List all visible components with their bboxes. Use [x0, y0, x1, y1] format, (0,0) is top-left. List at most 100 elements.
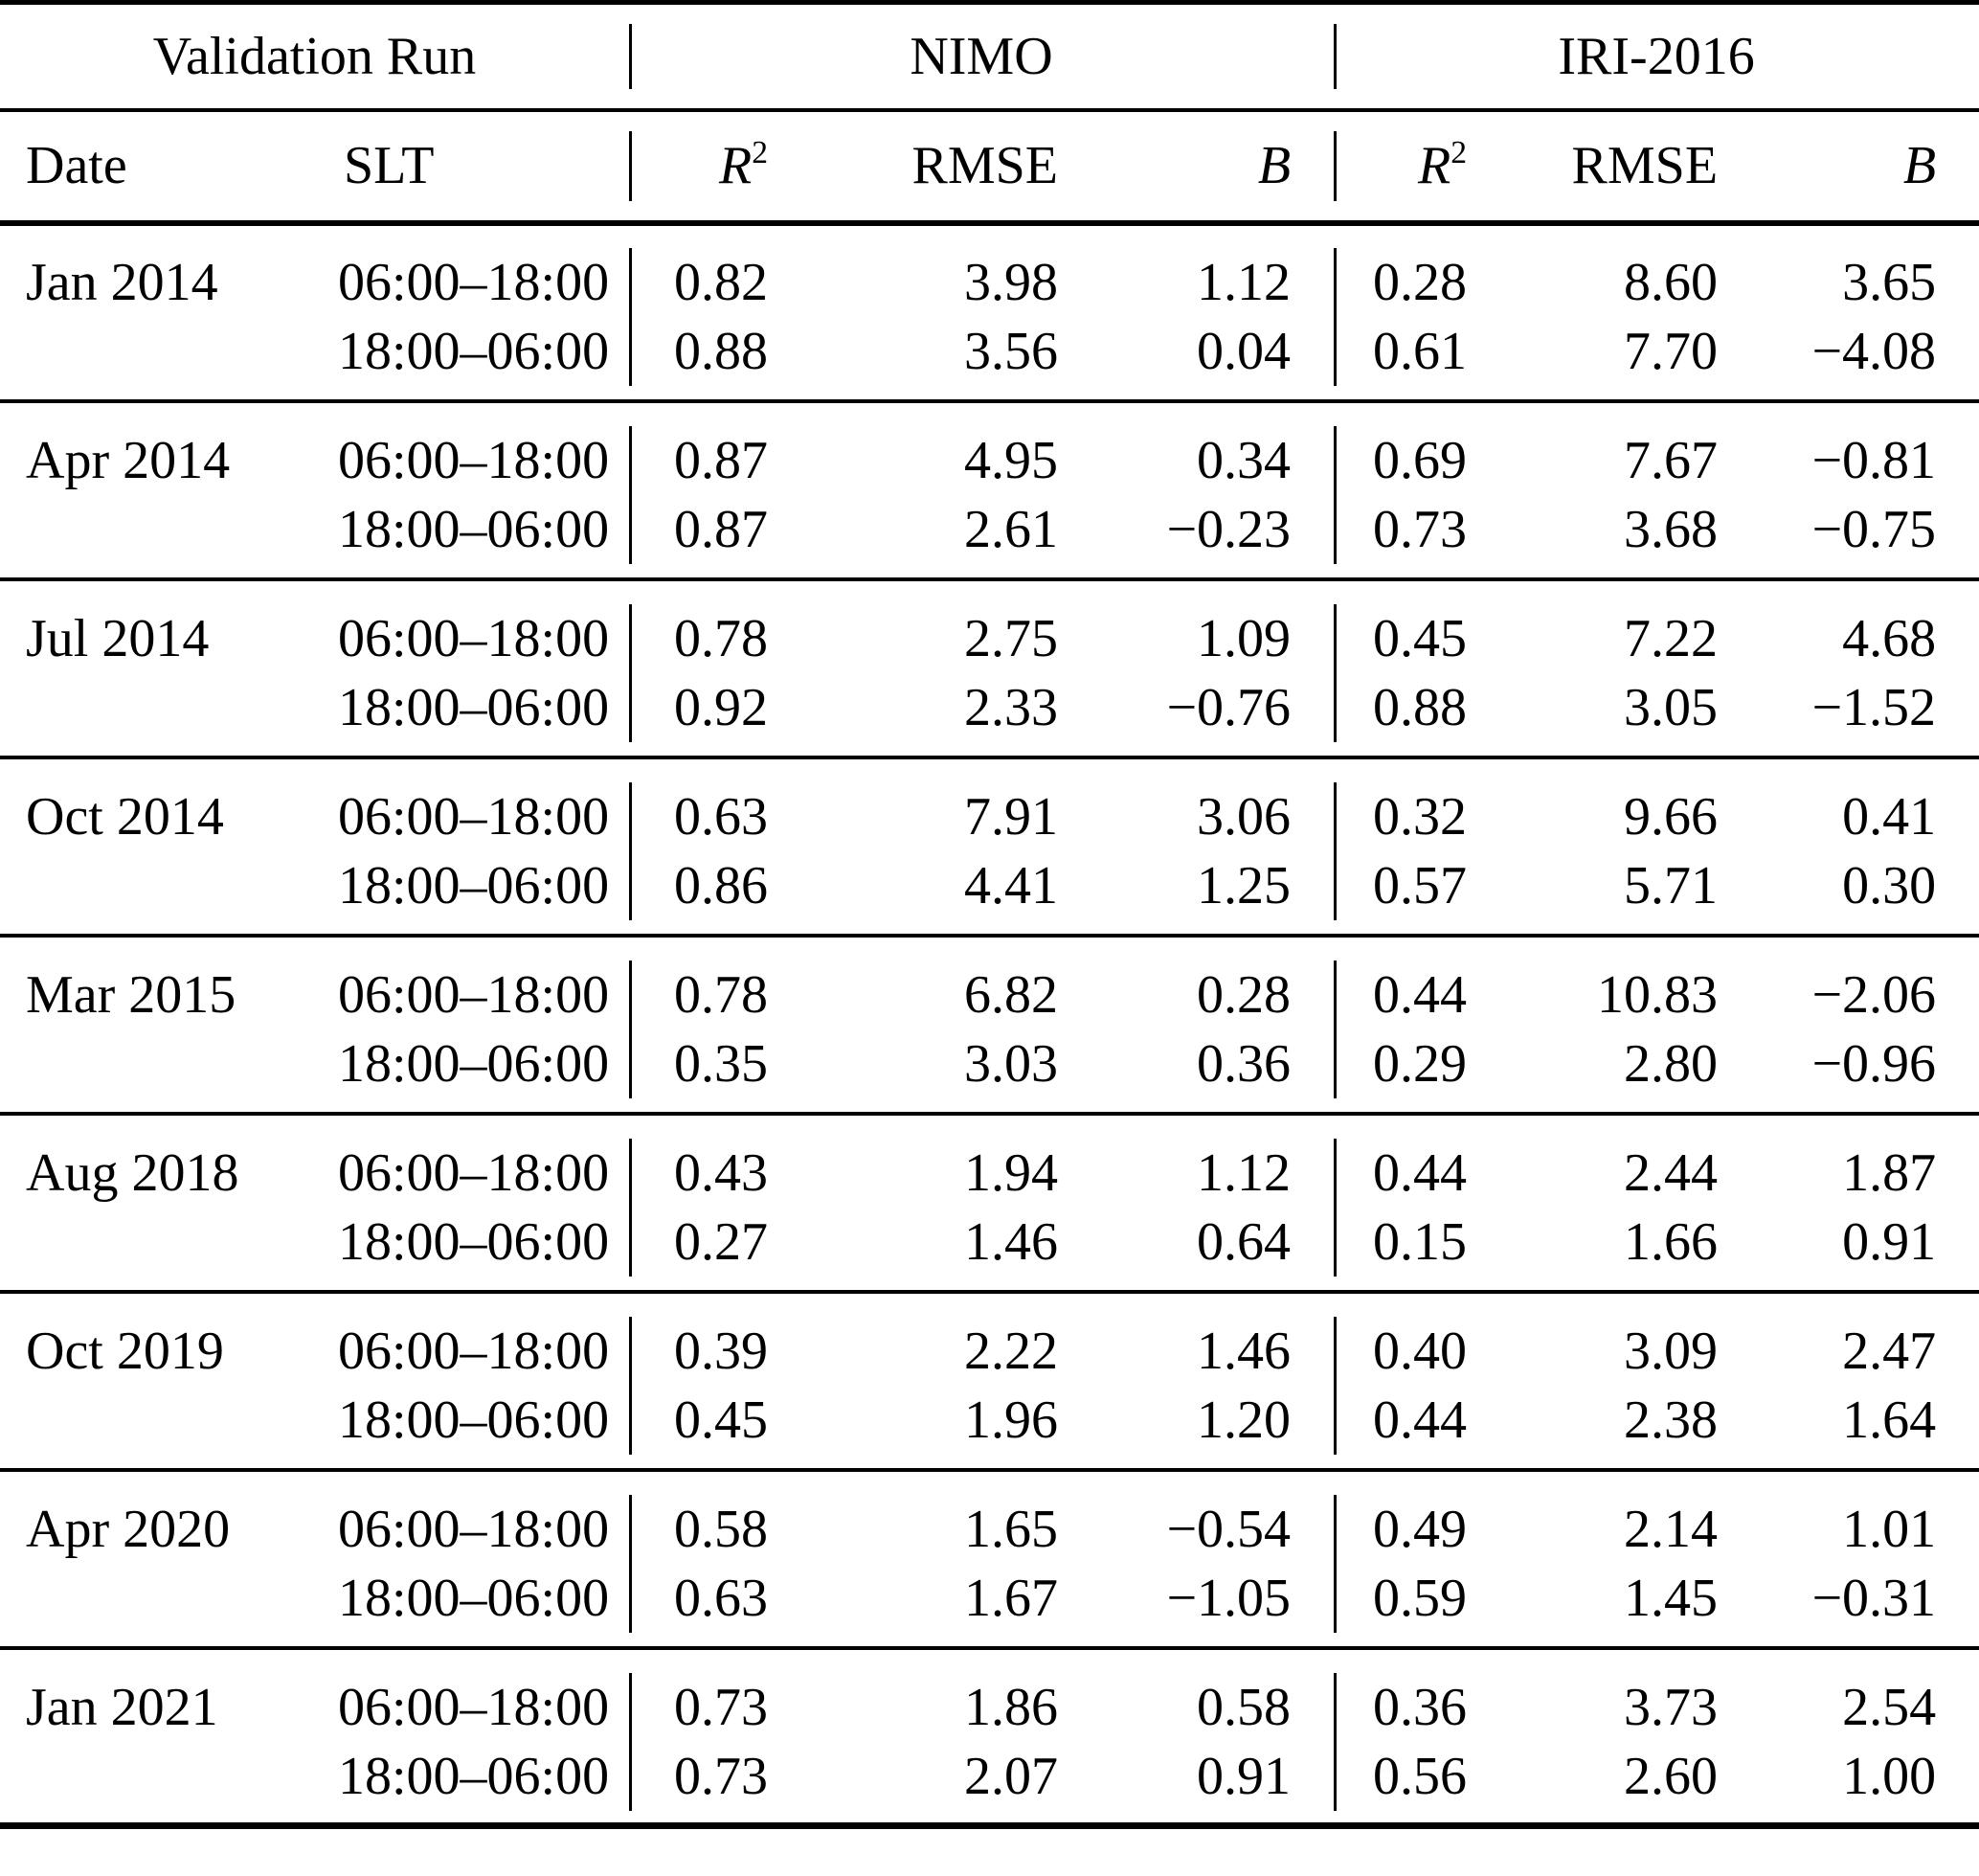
table-row: Jan 2014 06:00–18:00 0.82 3.98 1.12 0.28… — [0, 247, 1979, 317]
table-row: 18:00–06:00 0.27 1.46 0.64 0.15 1.66 0.9… — [0, 1207, 1979, 1277]
cell-date: Apr 2014 — [26, 430, 231, 490]
table-row: 18:00–06:00 0.88 3.56 0.04 0.61 7.70 −4.… — [0, 316, 1979, 386]
group-oct-2014: Oct 2014 06:00–18:00 0.63 7.91 3.06 0.32… — [0, 757, 1979, 936]
cell-nimo-b: 0.04 — [1197, 321, 1292, 381]
span-header-row: Validation Run NIMO IRI-2016 — [0, 2, 1979, 110]
cell-iri-r2: 0.29 — [1334, 1028, 1475, 1098]
cell-iri-rmse: 3.68 — [1624, 499, 1719, 559]
table-row: 18:00–06:00 0.63 1.67 −1.05 0.59 1.45 −0… — [0, 1563, 1979, 1633]
col-header-nimo-rmse: RMSE — [911, 136, 1059, 195]
cell-iri-r2: 0.40 — [1334, 1316, 1475, 1386]
cell-iri-b: 1.64 — [1842, 1390, 1937, 1450]
cell-slt: 06:00–18:00 — [338, 1677, 610, 1737]
cell-date-empty — [0, 851, 338, 920]
table-row: Jul 2014 06:00–18:00 0.78 2.75 1.09 0.45… — [0, 603, 1979, 673]
cell-nimo-r2: 0.63 — [629, 1563, 776, 1633]
cell-date: Apr 2020 — [26, 1499, 231, 1559]
cell-nimo-r2: 0.82 — [629, 247, 776, 317]
cell-iri-rmse: 3.05 — [1624, 677, 1719, 737]
spacer-row — [0, 920, 1979, 936]
cell-iri-r2: 0.49 — [1334, 1494, 1475, 1564]
table-row: Oct 2019 06:00–18:00 0.39 2.22 1.46 0.40… — [0, 1316, 1979, 1386]
cell-nimo-rmse: 7.91 — [964, 786, 1058, 847]
cell-date: Oct 2019 — [26, 1321, 224, 1381]
b-label: B — [1257, 136, 1292, 195]
cell-nimo-b: 1.12 — [1197, 252, 1292, 312]
cell-nimo-b: 0.34 — [1197, 430, 1292, 490]
cell-iri-r2: 0.73 — [1334, 494, 1475, 564]
cell-date: Aug 2018 — [26, 1142, 239, 1203]
cell-iri-rmse: 2.38 — [1624, 1390, 1719, 1450]
cell-iri-rmse: 3.09 — [1624, 1321, 1719, 1381]
spacer-row — [0, 1114, 1979, 1139]
cell-nimo-b: 0.28 — [1197, 964, 1292, 1025]
cell-iri-r2: 0.59 — [1334, 1563, 1475, 1633]
cell-iri-b: −1.52 — [1811, 677, 1937, 737]
table-header: Validation Run NIMO IRI-2016 Date SLT R2… — [0, 2, 1979, 223]
cell-nimo-r2: 0.63 — [629, 781, 776, 851]
cell-nimo-rmse: 2.07 — [964, 1746, 1058, 1806]
cell-iri-b: −0.96 — [1811, 1033, 1937, 1094]
group-jan-2014: Jan 2014 06:00–18:00 0.82 3.98 1.12 0.28… — [0, 222, 1979, 401]
group-jul-2014: Jul 2014 06:00–18:00 0.78 2.75 1.09 0.45… — [0, 578, 1979, 757]
cell-nimo-r2: 0.45 — [629, 1385, 776, 1455]
cell-iri-b: 1.00 — [1842, 1746, 1937, 1806]
cell-nimo-b: −0.54 — [1166, 1499, 1292, 1559]
cell-date: Oct 2014 — [26, 786, 224, 847]
cell-iri-r2: 0.88 — [1334, 672, 1475, 742]
cell-iri-b: 2.47 — [1842, 1321, 1937, 1381]
group-mar-2015: Mar 2015 06:00–18:00 0.78 6.82 0.28 0.44… — [0, 935, 1979, 1114]
cell-iri-b: −2.06 — [1811, 964, 1937, 1025]
cell-iri-b: 1.01 — [1842, 1499, 1937, 1559]
cell-nimo-b: −1.05 — [1166, 1568, 1292, 1628]
cell-slt: 06:00–18:00 — [338, 430, 610, 490]
header-validation-run: Validation Run — [152, 26, 477, 86]
cell-nimo-r2: 0.78 — [629, 960, 776, 1029]
table-row: 18:00–06:00 0.35 3.03 0.36 0.29 2.80 −0.… — [0, 1028, 1979, 1098]
cell-iri-rmse: 8.60 — [1624, 252, 1719, 312]
spacer-row — [0, 1292, 1979, 1317]
cell-iri-b: 0.91 — [1842, 1211, 1937, 1272]
spacer-row — [0, 1633, 1979, 1648]
spacer-row — [0, 742, 1979, 757]
table-row: Mar 2015 06:00–18:00 0.78 6.82 0.28 0.44… — [0, 960, 1979, 1029]
cell-nimo-rmse: 1.86 — [964, 1677, 1058, 1737]
cell-nimo-b: 1.25 — [1197, 855, 1292, 915]
cell-iri-r2: 0.57 — [1334, 850, 1475, 920]
cell-iri-r2: 0.44 — [1334, 1138, 1475, 1208]
col-header-nimo-b: B — [1066, 110, 1334, 223]
cell-slt: 06:00–18:00 — [338, 1499, 610, 1559]
cell-nimo-b: 0.58 — [1197, 1677, 1292, 1737]
cell-iri-r2: 0.45 — [1334, 603, 1475, 673]
cell-date-empty — [0, 1029, 338, 1098]
cell-iri-rmse: 2.44 — [1624, 1142, 1719, 1203]
header-iri-2016: IRI-2016 — [1334, 2, 1979, 110]
cell-slt: 06:00–18:00 — [338, 786, 610, 847]
r2-sup: 2 — [1451, 135, 1468, 171]
cell-iri-b: −0.81 — [1811, 430, 1937, 490]
cell-nimo-r2: 0.73 — [629, 1741, 776, 1811]
table-row: 18:00–06:00 0.86 4.41 1.25 0.57 5.71 0.3… — [0, 850, 1979, 920]
cell-slt: 06:00–18:00 — [338, 608, 610, 668]
cell-iri-r2: 0.28 — [1334, 247, 1475, 317]
cell-iri-b: −0.75 — [1811, 499, 1937, 559]
cell-iri-b: 4.68 — [1842, 608, 1937, 668]
col-header-slt: SLT — [344, 136, 435, 195]
col-header-iri-r2: R2 — [1334, 109, 1475, 223]
spacer-row — [0, 757, 1979, 782]
cell-slt: 18:00–06:00 — [338, 677, 610, 737]
cell-iri-rmse: 1.45 — [1624, 1568, 1719, 1628]
cell-slt: 18:00–06:00 — [338, 1568, 610, 1628]
group-aug-2018: Aug 2018 06:00–18:00 0.43 1.94 1.12 0.44… — [0, 1113, 1979, 1292]
cell-iri-r2: 0.69 — [1334, 425, 1475, 495]
table-row: Apr 2014 06:00–18:00 0.87 4.95 0.34 0.69… — [0, 425, 1979, 495]
cell-date-empty — [0, 1386, 338, 1455]
cell-iri-rmse: 7.70 — [1624, 321, 1719, 381]
cell-iri-rmse: 2.14 — [1624, 1499, 1719, 1559]
group-apr-2014: Apr 2014 06:00–18:00 0.87 4.95 0.34 0.69… — [0, 400, 1979, 579]
cell-iri-rmse: 5.71 — [1624, 855, 1719, 915]
cell-nimo-r2: 0.78 — [629, 603, 776, 673]
cell-iri-rmse: 3.73 — [1624, 1677, 1719, 1737]
cell-date: Mar 2015 — [26, 964, 236, 1025]
cell-iri-r2: 0.15 — [1334, 1207, 1475, 1277]
